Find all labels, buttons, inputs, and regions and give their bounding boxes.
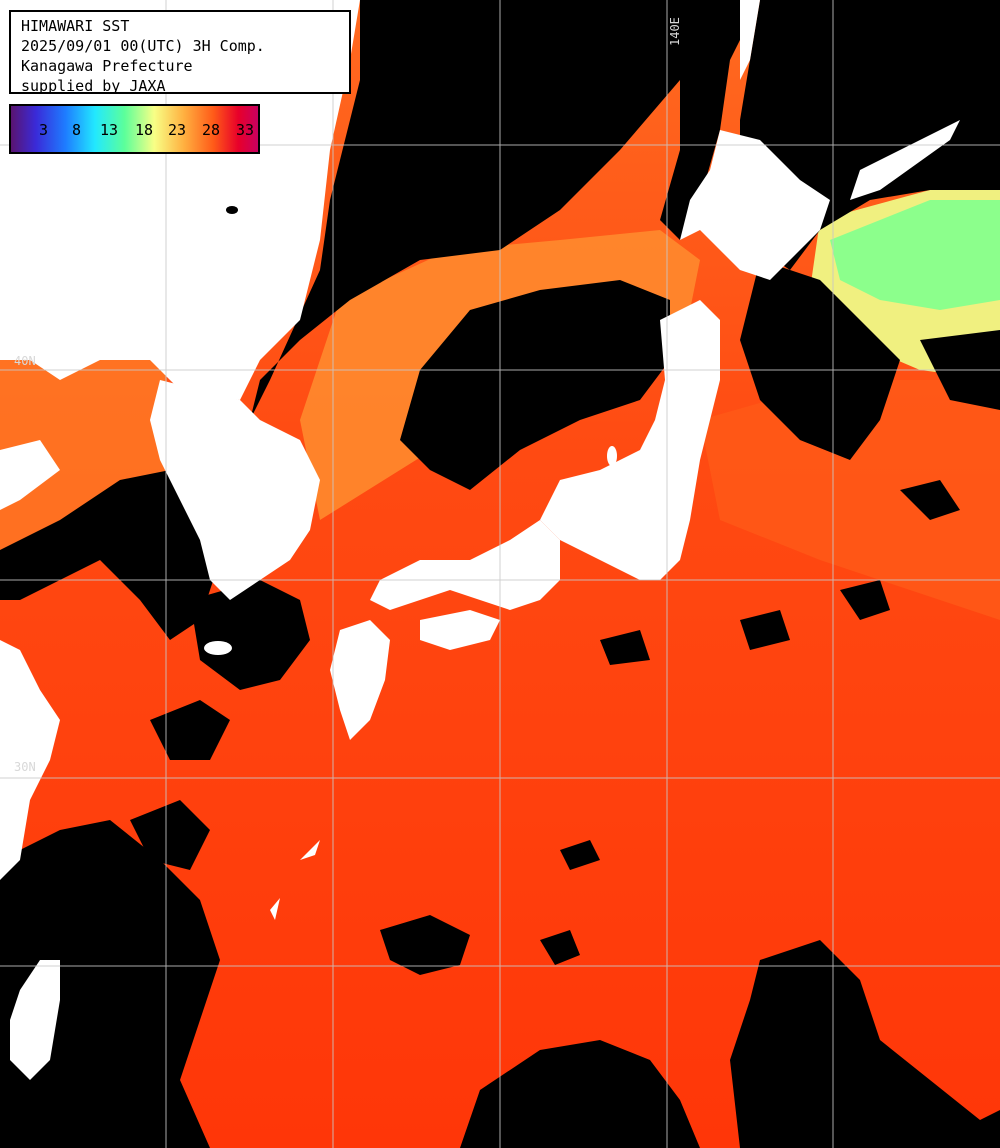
scale-label-23: 23 (168, 121, 187, 139)
longitude-label-140e: 140E (668, 17, 682, 46)
latitude-label-40n: 40N (14, 354, 36, 368)
sea-cool-zone-pacific (700, 380, 1000, 620)
scale-label-33: 33 (236, 121, 255, 139)
title-line-source: supplied by JAXA (21, 77, 166, 95)
sea-colder-zone (830, 200, 1000, 310)
map-title-box: HIMAWARI SST 2025/09/01 00(UTC) 3H Comp.… (9, 10, 351, 95)
latitude-label-30n: 30N (14, 760, 36, 774)
color-scale-bar: 3 8 13 18 23 28 33 (9, 104, 260, 154)
title-line-datetime: 2025/09/01 00(UTC) 3H Comp. (21, 37, 265, 55)
scale-label-13: 13 (100, 121, 119, 139)
color-scale-labels: 3 8 13 18 23 28 33 (11, 121, 258, 141)
title-line-product: HIMAWARI SST (21, 17, 130, 35)
scale-label-28: 28 (202, 121, 221, 139)
title-line-region: Kanagawa Prefecture (21, 57, 193, 75)
scale-label-18: 18 (135, 121, 154, 139)
scale-label-8: 8 (72, 121, 82, 139)
scale-label-3: 3 (39, 121, 49, 139)
